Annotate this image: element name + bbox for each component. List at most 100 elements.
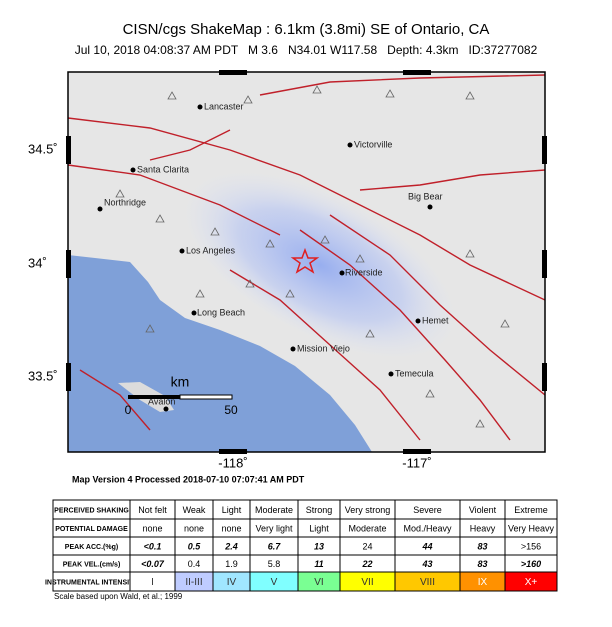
table-value: 2.4: [224, 541, 238, 551]
city-label: Avalon: [148, 396, 175, 406]
table-value: 43: [421, 559, 432, 569]
tick: [219, 449, 247, 454]
row-header: PERCEIVED SHAKING: [54, 507, 129, 514]
tick: [66, 250, 71, 278]
table-value: II-III: [185, 577, 202, 588]
table-value: VIII: [420, 577, 435, 588]
lat-label: 34.5˚: [28, 141, 58, 156]
tick: [542, 136, 547, 164]
tick: [403, 70, 431, 75]
table-value: Moderate: [255, 505, 293, 515]
version-note: Map Version 4 Processed 2018-07-10 07:07…: [72, 474, 305, 484]
tick: [542, 250, 547, 278]
scale-unit: km: [171, 374, 190, 390]
city-label: Mission Viejo: [297, 343, 350, 353]
table-value: Light: [222, 505, 242, 515]
table-value: Heavy: [470, 523, 496, 533]
table-value: Violent: [469, 505, 497, 515]
city-dot: [339, 270, 345, 276]
table-value: <0.1: [144, 541, 162, 551]
scale-label: 50: [224, 403, 238, 417]
city-dot: [347, 142, 353, 148]
footnote: Scale based upon Wald, et al.; 1999: [54, 592, 183, 601]
table-value: none: [184, 523, 204, 533]
table-value: IX: [478, 577, 488, 588]
table-value: 0.5: [188, 541, 202, 551]
tick: [219, 70, 247, 75]
table-value: Strong: [306, 505, 333, 515]
table-value: Weak: [183, 505, 206, 515]
row-header: PEAK ACC.(%g): [65, 544, 118, 551]
table-value: Extreme: [514, 505, 548, 515]
city-label: Big Bear: [408, 191, 443, 201]
city-dot: [97, 206, 103, 212]
row-header: PEAK VEL.(cm/s): [63, 561, 121, 568]
table-value: Severe: [413, 505, 442, 515]
city-label: Northridge: [104, 197, 146, 207]
city-label: Los Angeles: [186, 245, 236, 255]
faults: [67, 74, 546, 441]
cities: Lancaster Victorville Santa Clarita Northri…: [97, 101, 449, 412]
table-value: 83: [477, 559, 487, 569]
tick: [403, 449, 431, 454]
city-dot: [415, 318, 421, 324]
stations: [115, 85, 510, 428]
city-dot: [179, 248, 185, 254]
table-value: I: [151, 577, 154, 588]
ocean: [68, 255, 372, 452]
table-value: 44: [421, 541, 432, 551]
city-dot: [290, 346, 296, 352]
table-value: 6.7: [268, 541, 282, 551]
table-value: X+: [525, 577, 538, 588]
table-value: 13: [314, 541, 324, 551]
table-value: 83: [477, 541, 487, 551]
map: Lancaster Victorville Santa Clarita Northri…: [28, 70, 547, 470]
table-value: IV: [227, 577, 237, 588]
city-label: Temecula: [395, 368, 434, 378]
table-value: V: [271, 577, 278, 588]
table-value: Not felt: [138, 505, 167, 515]
table-value: Very light: [255, 523, 293, 533]
table-value: Very Heavy: [508, 523, 555, 533]
table-value: <0.07: [141, 559, 165, 569]
table-value: none: [142, 523, 162, 533]
table-value: 24: [362, 541, 372, 551]
city-dot: [388, 371, 394, 377]
city-label: Hemet: [422, 315, 449, 325]
table-value: >160: [521, 559, 541, 569]
table-value: Light: [309, 523, 329, 533]
table-value: 1.9: [225, 559, 238, 569]
title: CISN/cgs ShakeMap : 6.1km (3.8mi) SE of …: [123, 21, 490, 38]
city-label: Lancaster: [204, 101, 244, 111]
city-label: Victorville: [354, 139, 392, 149]
table-value: Very strong: [345, 505, 391, 515]
table-value: >156: [521, 541, 541, 551]
shaking-area: [183, 171, 457, 359]
tick: [66, 136, 71, 164]
lon-label: -117˚: [402, 455, 431, 470]
table-value: 22: [361, 559, 372, 569]
scale-bar: km 0 50: [125, 374, 238, 417]
scale-label: 0: [125, 403, 132, 417]
lon-label: -118˚: [218, 455, 247, 470]
city-dot: [163, 406, 169, 412]
table-value: 0.4: [188, 559, 201, 569]
table-value: Mod./Heavy: [403, 523, 452, 533]
tick: [542, 363, 547, 391]
table-value: Moderate: [348, 523, 386, 533]
row-header: INSTRUMENTAL INTENSITY: [45, 579, 138, 586]
row-header: POTENTIAL DAMAGE: [55, 526, 128, 533]
table-value: none: [221, 523, 241, 533]
lat-label: 33.5˚: [28, 368, 58, 383]
table-value: VI: [314, 577, 323, 588]
city-dot: [191, 310, 197, 316]
city-label: Santa Clarita: [137, 164, 189, 174]
city-label: Long Beach: [197, 307, 245, 317]
table-cell: [504, 571, 558, 592]
city-dot: [427, 204, 433, 210]
tick: [66, 363, 71, 391]
subtitle: Jul 10, 2018 04:08:37 AM PDT M 3.6 N34.0…: [75, 43, 538, 57]
table-value: 11: [314, 559, 323, 569]
